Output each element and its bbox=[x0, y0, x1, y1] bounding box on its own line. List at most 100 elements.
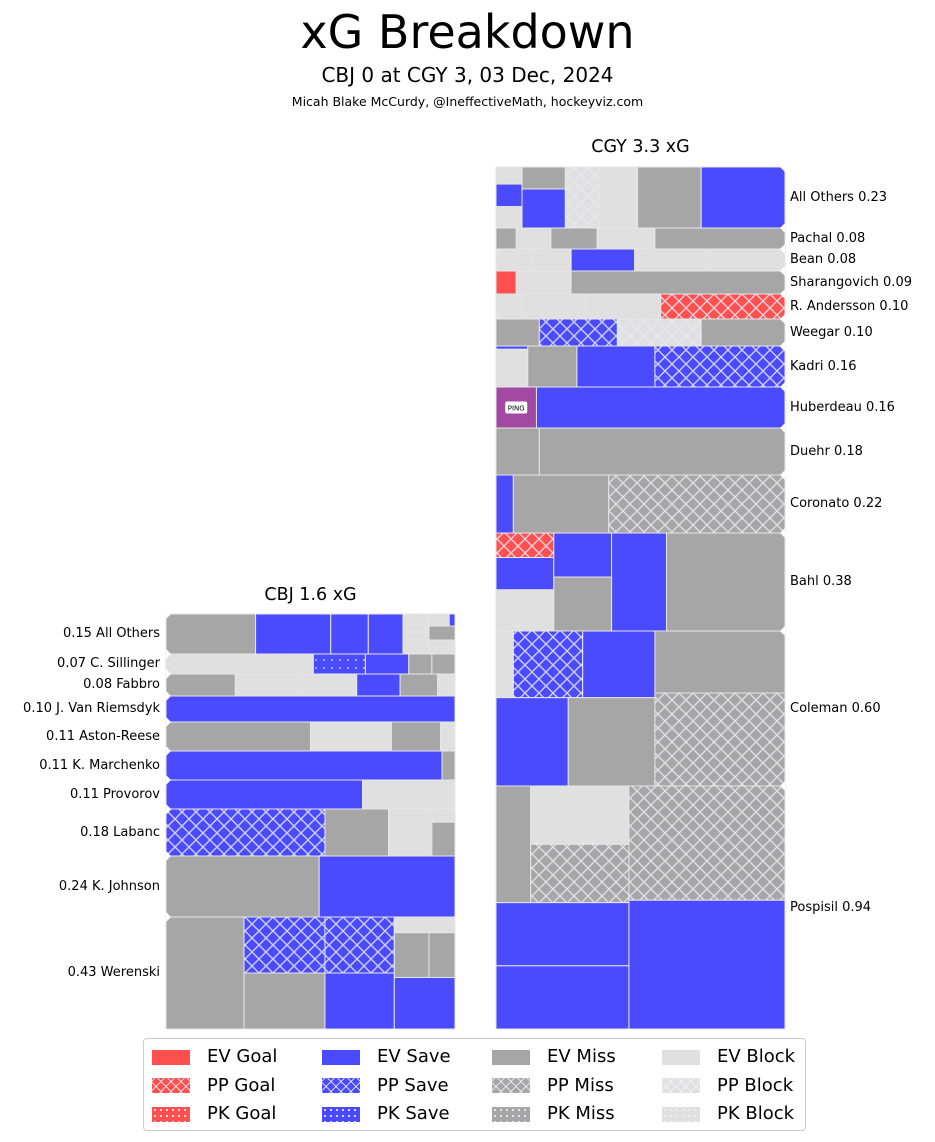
legend-label: PP Miss bbox=[547, 1074, 614, 1096]
cbj-player-label: 0.07 C. Sillinger bbox=[57, 656, 160, 671]
cgy-player-label: All Others 0.23 bbox=[790, 189, 888, 205]
legend-label: PP Save bbox=[377, 1074, 449, 1096]
cgy-shot-cell-save bbox=[495, 902, 630, 967]
cbj-shot-cell-pk-pattern bbox=[313, 654, 366, 674]
legend-swatch-block-ev bbox=[662, 1049, 700, 1065]
legend-label: PK Block bbox=[717, 1103, 795, 1124]
cbj-shot-cell-miss bbox=[431, 821, 456, 857]
cbj-shot-cell-miss bbox=[393, 932, 430, 978]
cbj-shot-cell-miss bbox=[243, 972, 326, 1030]
cgy-row-notch bbox=[780, 289, 785, 299]
cbj-shot-cell-block bbox=[388, 808, 433, 857]
legend-swatch-save-ev bbox=[322, 1049, 360, 1065]
cgy-player-label: Pachal 0.08 bbox=[790, 230, 866, 246]
legend: EV Goal PP Goal PK Goal EV Save PP Save PK Sa… bbox=[143, 1038, 806, 1131]
legend-item-pp-block: PP Block bbox=[662, 1072, 793, 1100]
cgy-shot-cell-save bbox=[535, 386, 786, 429]
cgy-shot-cell-block bbox=[495, 630, 514, 699]
legend-label: EV Miss bbox=[547, 1046, 616, 1067]
cgy-shot-cell-block bbox=[495, 206, 523, 229]
legend-swatch-miss-pp bbox=[492, 1078, 530, 1093]
cbj-shot-cell-block bbox=[402, 613, 430, 633]
cgy-shot-cell-pp-pattern bbox=[654, 693, 785, 786]
cbj-shot-cell-pp-pattern bbox=[324, 917, 395, 973]
cbj-shot-cell-pp-pattern bbox=[166, 809, 325, 856]
legend-item-pp-save: PP Save bbox=[322, 1072, 449, 1100]
cgy-shot-cell-save bbox=[495, 965, 630, 1030]
cgy-shot-cell-miss bbox=[666, 532, 786, 632]
cbj-player-label: 0.08 Fabbro bbox=[83, 677, 160, 692]
cgy-shot-cell-miss bbox=[512, 474, 610, 534]
cgy-row-notch bbox=[780, 223, 785, 233]
cgy-row-notch bbox=[780, 244, 785, 254]
cgy-shot-cell-pp-pattern bbox=[496, 533, 554, 558]
cgy-shot-cell-block bbox=[495, 293, 523, 320]
cgy-shot-cell-miss bbox=[538, 427, 786, 476]
cgy-shot-cell-block bbox=[634, 248, 711, 272]
cgy-player-label: Pospisil 0.94 bbox=[790, 899, 872, 915]
legend-label: PP Block bbox=[717, 1074, 794, 1096]
cgy-row-notch bbox=[780, 781, 785, 791]
cbj-shot-cell-miss bbox=[428, 932, 456, 978]
cgy-shot-cell-save bbox=[495, 474, 514, 534]
cgy-shot-cell-block bbox=[495, 348, 529, 388]
cgy-player-label: Duehr 0.18 bbox=[790, 443, 863, 459]
cgy-shot-cell-save bbox=[628, 899, 786, 1030]
cbj-row-notch bbox=[166, 691, 171, 701]
cgy-shot-cell-block bbox=[599, 166, 639, 229]
cgy-shot-cell-pp-pattern bbox=[530, 844, 629, 903]
cbj-shot-cell-miss bbox=[408, 653, 433, 675]
legend-label: PK Miss bbox=[547, 1103, 615, 1124]
cbj-shot-cell-miss bbox=[431, 653, 456, 675]
cgy-row-notch bbox=[780, 423, 785, 433]
cbj-shot-cell-save bbox=[255, 613, 332, 655]
legend-item-ev-miss: EV Miss bbox=[492, 1043, 616, 1071]
cgy-player-label: Huberdeau 0.16 bbox=[790, 399, 895, 415]
legend-item-pk-save: PK Save bbox=[322, 1100, 450, 1128]
cgy-player-label: Sharangovich 0.09 bbox=[790, 274, 912, 290]
cgy-shot-cell-miss bbox=[495, 785, 532, 904]
cgy-shot-cell-pp-pattern bbox=[513, 631, 583, 698]
cgy-row-notch bbox=[780, 341, 785, 351]
legend-swatch-save-pk bbox=[322, 1106, 360, 1122]
cbj-shot-cell-block bbox=[428, 613, 450, 627]
cgy-shot-cell-pp-pattern bbox=[660, 294, 785, 319]
legend-item-ev-save: EV Save bbox=[322, 1043, 451, 1071]
cbj-shot-cell-save bbox=[324, 972, 395, 1030]
legend-label: EV Save bbox=[377, 1046, 451, 1067]
cgy-player-label: Coleman 0.60 bbox=[790, 700, 881, 716]
cgy-shot-cell-block bbox=[530, 785, 630, 845]
cbj-row-notch bbox=[166, 851, 171, 861]
cgy-shot-cell-save bbox=[576, 345, 656, 388]
cgy-shot-cell-save bbox=[611, 532, 668, 632]
cbj-shot-cell-miss bbox=[165, 613, 257, 655]
cgy-shot-cell-pp-pattern bbox=[628, 786, 785, 901]
cbj-player-label: 0.11 K. Marchenko bbox=[39, 757, 160, 773]
cbj-shot-cell-save bbox=[165, 779, 364, 810]
legend-item-ev-block: EV Block bbox=[662, 1043, 795, 1071]
legend-item-pp-goal: PP Goal bbox=[152, 1072, 275, 1100]
cbj-shot-cell-miss bbox=[428, 625, 456, 641]
cgy-shot-cell-save bbox=[553, 532, 613, 578]
cbj-shot-cell-miss bbox=[441, 750, 456, 781]
legend-label: PK Goal bbox=[207, 1103, 277, 1124]
legend-item-pk-goal: PK Goal bbox=[152, 1100, 276, 1128]
cgy-shot-cell-block bbox=[596, 227, 656, 250]
cbj-shot-cell-save bbox=[448, 613, 456, 627]
legend-label: PK Save bbox=[377, 1103, 450, 1124]
cbj-shot-cell-save bbox=[364, 653, 410, 675]
cgy-shot-cell-miss bbox=[654, 630, 786, 694]
cbj-row-notch bbox=[166, 775, 171, 785]
cgy-player-label: R. Andersson 0.10 bbox=[790, 298, 909, 314]
legend-label: EV Block bbox=[717, 1046, 796, 1067]
cbj-player-label: 0.11 Provorov bbox=[69, 786, 160, 802]
cbj-panel-title: CBJ 1.6 xG bbox=[264, 585, 357, 605]
cbj-shot-cell-save bbox=[367, 613, 404, 655]
cgy-row-notch bbox=[780, 528, 785, 538]
cbj-shot-cell-save bbox=[330, 613, 369, 655]
cgy-shot-cell-save bbox=[495, 557, 555, 591]
cbj-shot-cell-miss bbox=[390, 721, 442, 752]
cgy-player-label: Weegar 0.10 bbox=[790, 324, 873, 340]
cbj-shot-cell-miss bbox=[165, 673, 236, 697]
